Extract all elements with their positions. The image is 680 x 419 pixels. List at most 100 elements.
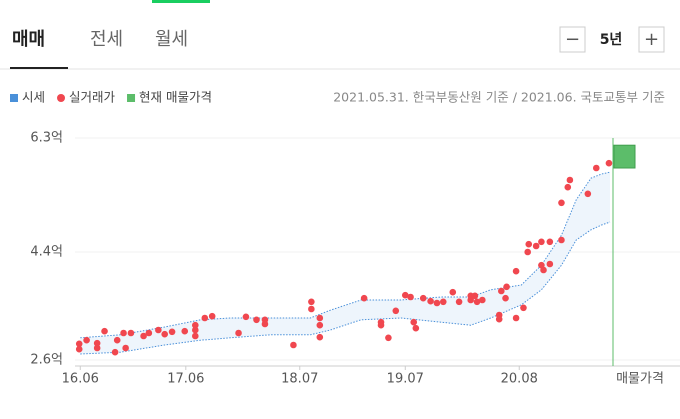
trade-point xyxy=(498,287,505,295)
legend-label: 현재 매물가격 xyxy=(139,90,212,105)
trade-point xyxy=(155,326,162,334)
tab[interactable]: 월세 xyxy=(155,29,188,50)
x-tick-label: 19.07 xyxy=(387,372,424,387)
trade-point xyxy=(140,332,147,340)
trade-point xyxy=(120,329,127,337)
listing-label: 매물가격 xyxy=(616,372,664,387)
trade-point xyxy=(316,333,324,341)
trade-point xyxy=(479,296,486,304)
trade-point xyxy=(471,292,479,300)
legend-swatch xyxy=(57,94,66,102)
trade-point xyxy=(290,341,297,349)
trade-point xyxy=(385,334,392,342)
trade-point xyxy=(419,294,427,302)
trade-point xyxy=(235,329,242,337)
trade-point xyxy=(503,283,510,291)
trade-point xyxy=(467,296,475,304)
trade-point xyxy=(75,345,83,353)
trade-point xyxy=(93,339,101,347)
trade-point xyxy=(242,313,250,321)
trade-point xyxy=(401,291,409,299)
trade-point xyxy=(524,248,531,256)
trade-point xyxy=(161,330,168,338)
trade-point xyxy=(208,312,216,320)
y-tick-label: 6.3억 xyxy=(30,131,63,146)
trade-point xyxy=(316,321,324,329)
trade-point xyxy=(122,344,129,352)
trade-point xyxy=(316,314,324,322)
trade-point xyxy=(455,298,463,306)
trade-point xyxy=(512,314,520,322)
price-band xyxy=(80,172,611,354)
trade-point xyxy=(592,164,600,172)
trade-point xyxy=(392,307,400,315)
trade-point xyxy=(377,321,385,329)
trade-point xyxy=(520,304,527,312)
trade-point xyxy=(308,298,315,306)
legend: 시세 실거래가 현재 매물가격 xyxy=(10,90,212,105)
source-note: 2021.05.31. 한국부동산원 기준 / 2021.06. 국토교통부 기… xyxy=(333,90,665,105)
trade-point xyxy=(111,348,119,356)
trade-point xyxy=(525,240,533,248)
trade-point xyxy=(558,199,565,207)
top-indicator xyxy=(152,0,210,3)
plus-icon: + xyxy=(644,29,659,50)
trade-point xyxy=(546,238,554,246)
trade-point xyxy=(605,159,613,167)
period-label: 5년 xyxy=(600,32,623,48)
trade-point xyxy=(253,316,260,324)
trade-point xyxy=(410,318,418,326)
trade-point xyxy=(495,315,503,323)
trade-point xyxy=(127,329,135,337)
x-tick-label: 17.06 xyxy=(167,372,204,387)
trade-point xyxy=(308,305,315,313)
trade-point xyxy=(532,242,540,250)
trade-point xyxy=(168,328,176,336)
trade-point xyxy=(360,294,368,302)
trade-point xyxy=(93,344,101,352)
trade-point xyxy=(546,260,554,268)
tab[interactable]: 전세 xyxy=(90,29,123,50)
trade-point xyxy=(101,327,108,335)
trade-point xyxy=(449,288,457,296)
trade-point xyxy=(83,336,90,344)
trade-point xyxy=(473,298,481,306)
trade-point xyxy=(540,266,547,274)
plus-button[interactable] xyxy=(638,26,665,53)
tab-active[interactable]: 매매 xyxy=(12,29,45,50)
trade-point xyxy=(564,183,572,191)
trade-point xyxy=(181,327,189,335)
trade-point xyxy=(502,294,509,302)
trade-point xyxy=(201,314,209,322)
trade-point xyxy=(558,236,565,244)
minus-icon: − xyxy=(565,29,580,50)
y-tick-label: 2.6억 xyxy=(30,353,63,368)
trade-point xyxy=(407,293,414,301)
trade-point xyxy=(191,326,199,334)
trade-point xyxy=(113,336,121,344)
band-lower xyxy=(80,221,611,355)
trade-point xyxy=(584,190,592,198)
trade-point xyxy=(538,238,545,246)
trade-point xyxy=(261,320,269,328)
trade-point xyxy=(566,176,574,184)
trade-point xyxy=(427,297,434,305)
legend-swatch xyxy=(10,94,18,102)
trade-point xyxy=(412,324,420,332)
legend-label: 실거래가 xyxy=(69,90,116,105)
x-tick-label: 20.08 xyxy=(501,372,538,387)
trade-point xyxy=(512,267,520,275)
y-tick-label: 4.4억 xyxy=(30,245,63,260)
trade-point xyxy=(145,329,153,337)
trade-point xyxy=(75,340,83,348)
trade-point xyxy=(191,321,199,329)
listing-range xyxy=(613,144,636,169)
legend-label: 시세 xyxy=(22,90,45,105)
x-tick-label: 18.07 xyxy=(281,372,318,387)
minus-button[interactable] xyxy=(559,26,586,53)
legend-swatch xyxy=(127,94,136,102)
x-tick-label: 16.06 xyxy=(62,372,99,387)
trade-point xyxy=(433,299,441,307)
